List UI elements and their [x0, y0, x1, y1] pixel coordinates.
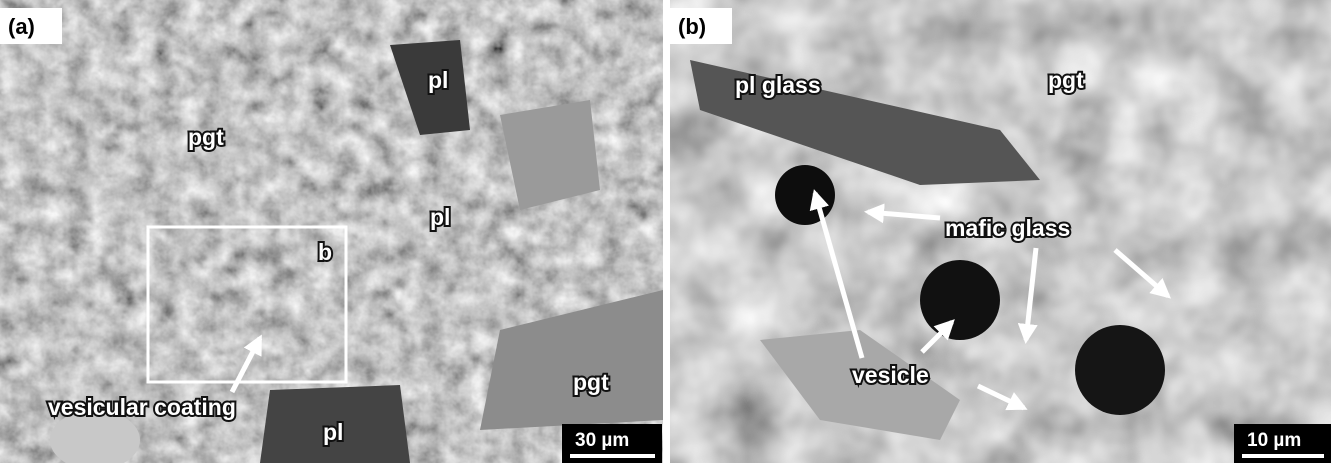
- annotation: pgt: [573, 369, 609, 395]
- panel-label: (a): [8, 14, 35, 39]
- annotation: pgt: [1048, 67, 1084, 93]
- annotation: vesicular coating: [48, 394, 236, 420]
- vesicle-shape: [1075, 325, 1165, 415]
- scale-bar-label: 10 µm: [1247, 430, 1301, 451]
- scale-bar-label: 30 µm: [575, 430, 629, 451]
- vesicle-shape: [775, 165, 835, 225]
- annotation: pl glass: [735, 72, 821, 98]
- annotation: mafic glass: [945, 215, 1070, 241]
- vesicle-shape: [920, 260, 1000, 340]
- annotation: pgt: [188, 124, 224, 150]
- annotation: b: [318, 239, 332, 265]
- panel-a: (a) pl pgt pl b vesicular coating pgt pl…: [0, 0, 663, 463]
- annotation: pl: [323, 419, 343, 445]
- panel-b: (b) pl glass pgt mafic glass vesicle 10 …: [670, 0, 1331, 463]
- annotation: pl: [428, 67, 448, 93]
- annotation: pl: [430, 204, 450, 230]
- panel-label: (b): [678, 14, 706, 39]
- annotation: vesicle: [852, 362, 929, 388]
- figure: (a) pl pgt pl b vesicular coating pgt pl…: [0, 0, 1331, 463]
